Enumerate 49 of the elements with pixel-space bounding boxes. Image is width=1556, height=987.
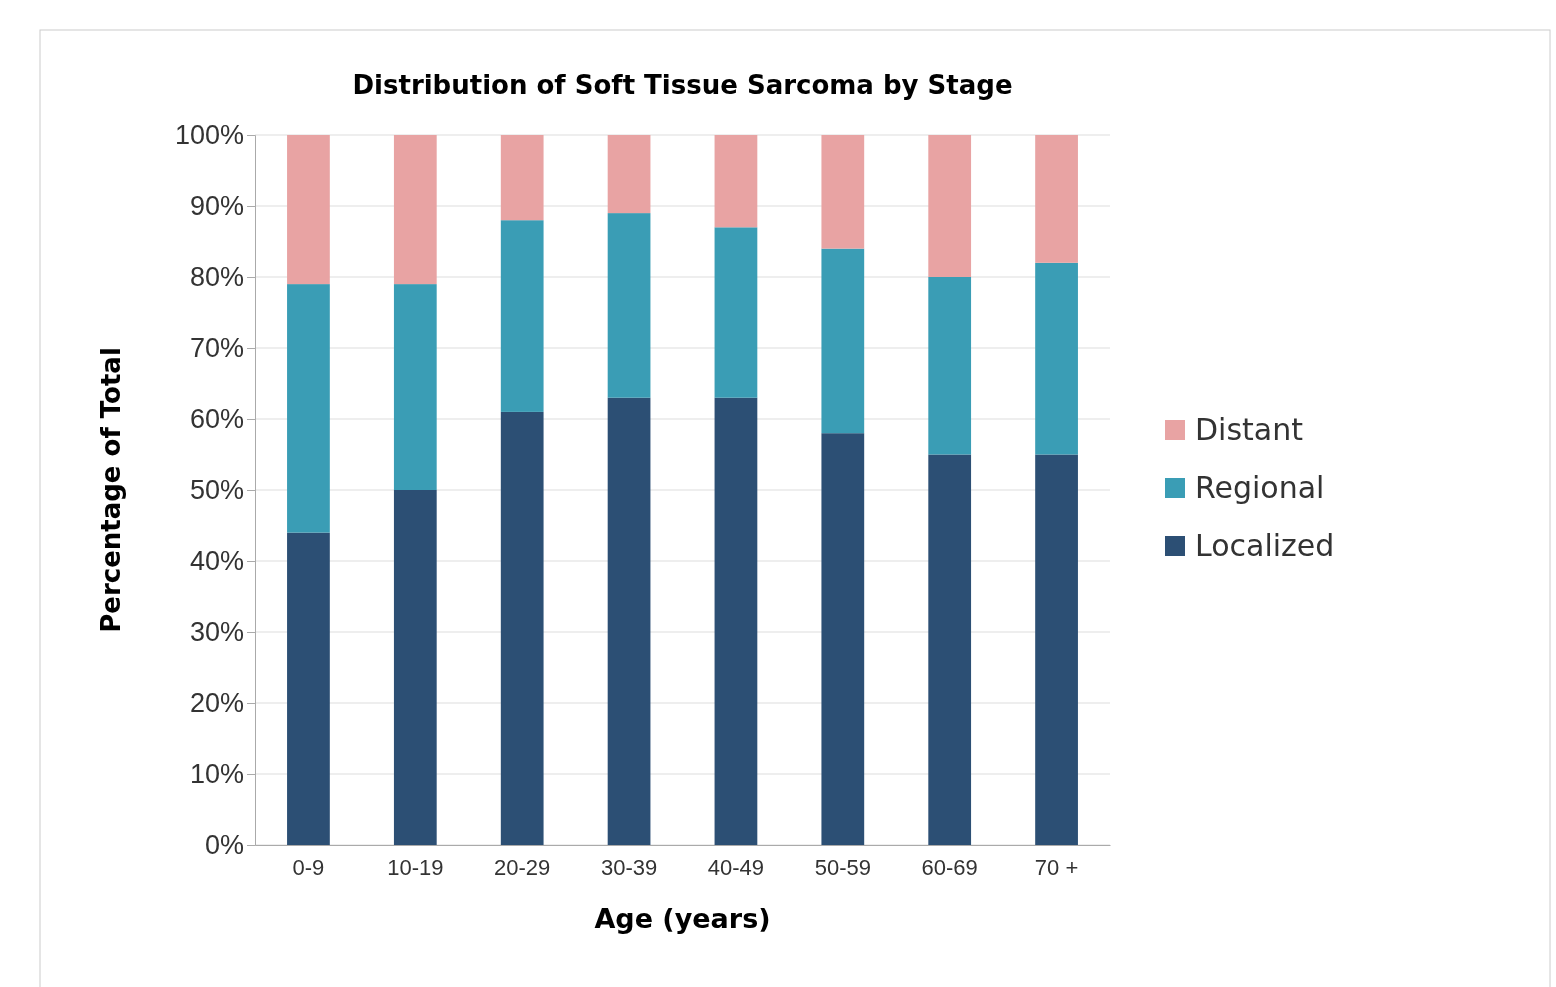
y-tick-label: 70% (189, 333, 244, 364)
bar (1035, 454, 1078, 845)
legend-label: Localized (1195, 528, 1335, 563)
bar (928, 135, 972, 277)
y-tick-label: 60% (189, 404, 244, 435)
bar (500, 220, 544, 412)
y-tick-label: 50% (189, 475, 244, 506)
x-tick-label: 20-29 (494, 854, 551, 880)
x-tick-label: 60-69 (921, 854, 978, 880)
bar (393, 284, 437, 490)
bar (928, 454, 972, 845)
bar (607, 135, 651, 214)
chart-title: Distribution of Soft Tissue Sarcoma by Stage (352, 70, 1013, 100)
bar (287, 284, 330, 533)
bar (821, 135, 865, 249)
y-tick-label: 20% (189, 688, 244, 719)
legend-label: Regional (1195, 470, 1325, 505)
bar (500, 411, 544, 845)
bar (393, 135, 437, 285)
y-tick-label: 100% (174, 120, 244, 151)
bar (607, 213, 651, 398)
bar (287, 135, 330, 285)
bar (714, 227, 758, 398)
x-tick-label: 70 + (1034, 854, 1079, 880)
x-tick-label: 50-59 (814, 854, 871, 880)
x-axis-title: Age (years) (594, 903, 771, 934)
y-tick-label: 90% (189, 191, 244, 222)
bar (393, 490, 437, 845)
bar (714, 397, 758, 845)
bar (714, 135, 758, 228)
bar (1035, 135, 1078, 263)
x-tick-label: 10-19 (387, 854, 444, 880)
legend-label: Distant (1195, 412, 1304, 447)
y-tick-label: 30% (189, 617, 244, 648)
bar (928, 277, 972, 455)
y-axis-title: Percentage of Total (96, 347, 126, 633)
y-tick-label: 40% (189, 546, 244, 577)
bar (1035, 262, 1078, 455)
bar (821, 248, 865, 434)
y-tick-label: 10% (189, 759, 244, 790)
x-tick-label: 40-49 (707, 854, 765, 880)
y-tick-label: 80% (189, 262, 244, 293)
bar (287, 532, 330, 845)
x-tick-label: 0-9 (292, 854, 325, 880)
bar (821, 433, 865, 845)
bar (500, 135, 544, 221)
x-tick-label: 30-39 (600, 854, 658, 880)
y-tick-label: 0% (204, 830, 244, 861)
bar (607, 397, 651, 845)
